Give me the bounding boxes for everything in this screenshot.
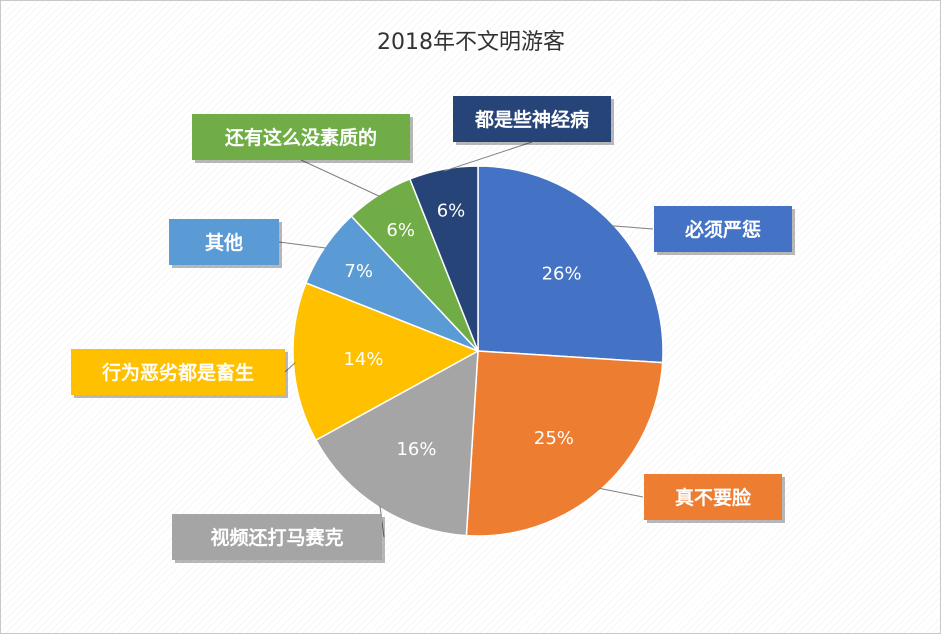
leader-lines bbox=[278, 141, 654, 538]
callout-label: 其他 bbox=[205, 231, 243, 254]
pie-slice-1 bbox=[477, 165, 664, 364]
callout-box bbox=[453, 96, 611, 142]
callout-box bbox=[192, 114, 410, 160]
callout-label: 还有这么没素质的 bbox=[224, 126, 377, 149]
callout-6: 还有这么没素质的 bbox=[192, 114, 413, 163]
pie-slice-7 bbox=[408, 165, 479, 352]
callout-box bbox=[169, 219, 279, 265]
pct-label-5: 7% bbox=[344, 261, 373, 282]
callout-7: 都是些神经病 bbox=[453, 96, 614, 145]
pct-label-2: 25% bbox=[534, 428, 574, 449]
leader-line-1 bbox=[611, 225, 654, 230]
pie-slice-2 bbox=[465, 350, 664, 537]
callout-label: 行为恶劣都是畜生 bbox=[101, 361, 254, 384]
pct-label-3: 16% bbox=[396, 439, 436, 460]
callout-4: 行为恶劣都是畜生 bbox=[71, 349, 288, 398]
callout-label: 真不要脸 bbox=[675, 486, 752, 509]
pct-label-6: 6% bbox=[386, 220, 415, 241]
callout-2: 真不要脸 bbox=[644, 474, 785, 523]
callout-label: 都是些神经病 bbox=[474, 108, 589, 131]
callout-5: 其他 bbox=[169, 219, 282, 268]
leader-line-5 bbox=[278, 241, 327, 249]
pie-slices bbox=[292, 165, 664, 537]
percentage-labels: 26% 25% 16% 14% 7% 6% 6% bbox=[343, 200, 582, 460]
callout-label: 必须严惩 bbox=[684, 218, 761, 241]
callout-box bbox=[172, 514, 382, 560]
callout-box bbox=[71, 349, 285, 395]
callout-1: 必须严惩 bbox=[654, 206, 795, 255]
leader-line-4 bbox=[284, 362, 296, 373]
pie-slice-4 bbox=[292, 281, 480, 442]
chart-title: 2018年不文明游客 bbox=[377, 30, 565, 55]
callout-label: 视频还打马赛克 bbox=[210, 526, 343, 549]
callout-box bbox=[644, 474, 782, 520]
callout-3: 视频还打马赛克 bbox=[172, 514, 385, 563]
leader-line-7 bbox=[443, 141, 533, 172]
pie-slice-3 bbox=[314, 349, 479, 537]
pct-label-1: 26% bbox=[542, 264, 582, 285]
pct-label-4: 14% bbox=[343, 349, 383, 370]
leader-line-6 bbox=[300, 159, 381, 197]
pct-label-7: 6% bbox=[437, 200, 466, 221]
callout-box bbox=[654, 206, 792, 252]
leader-line-2 bbox=[598, 487, 644, 498]
